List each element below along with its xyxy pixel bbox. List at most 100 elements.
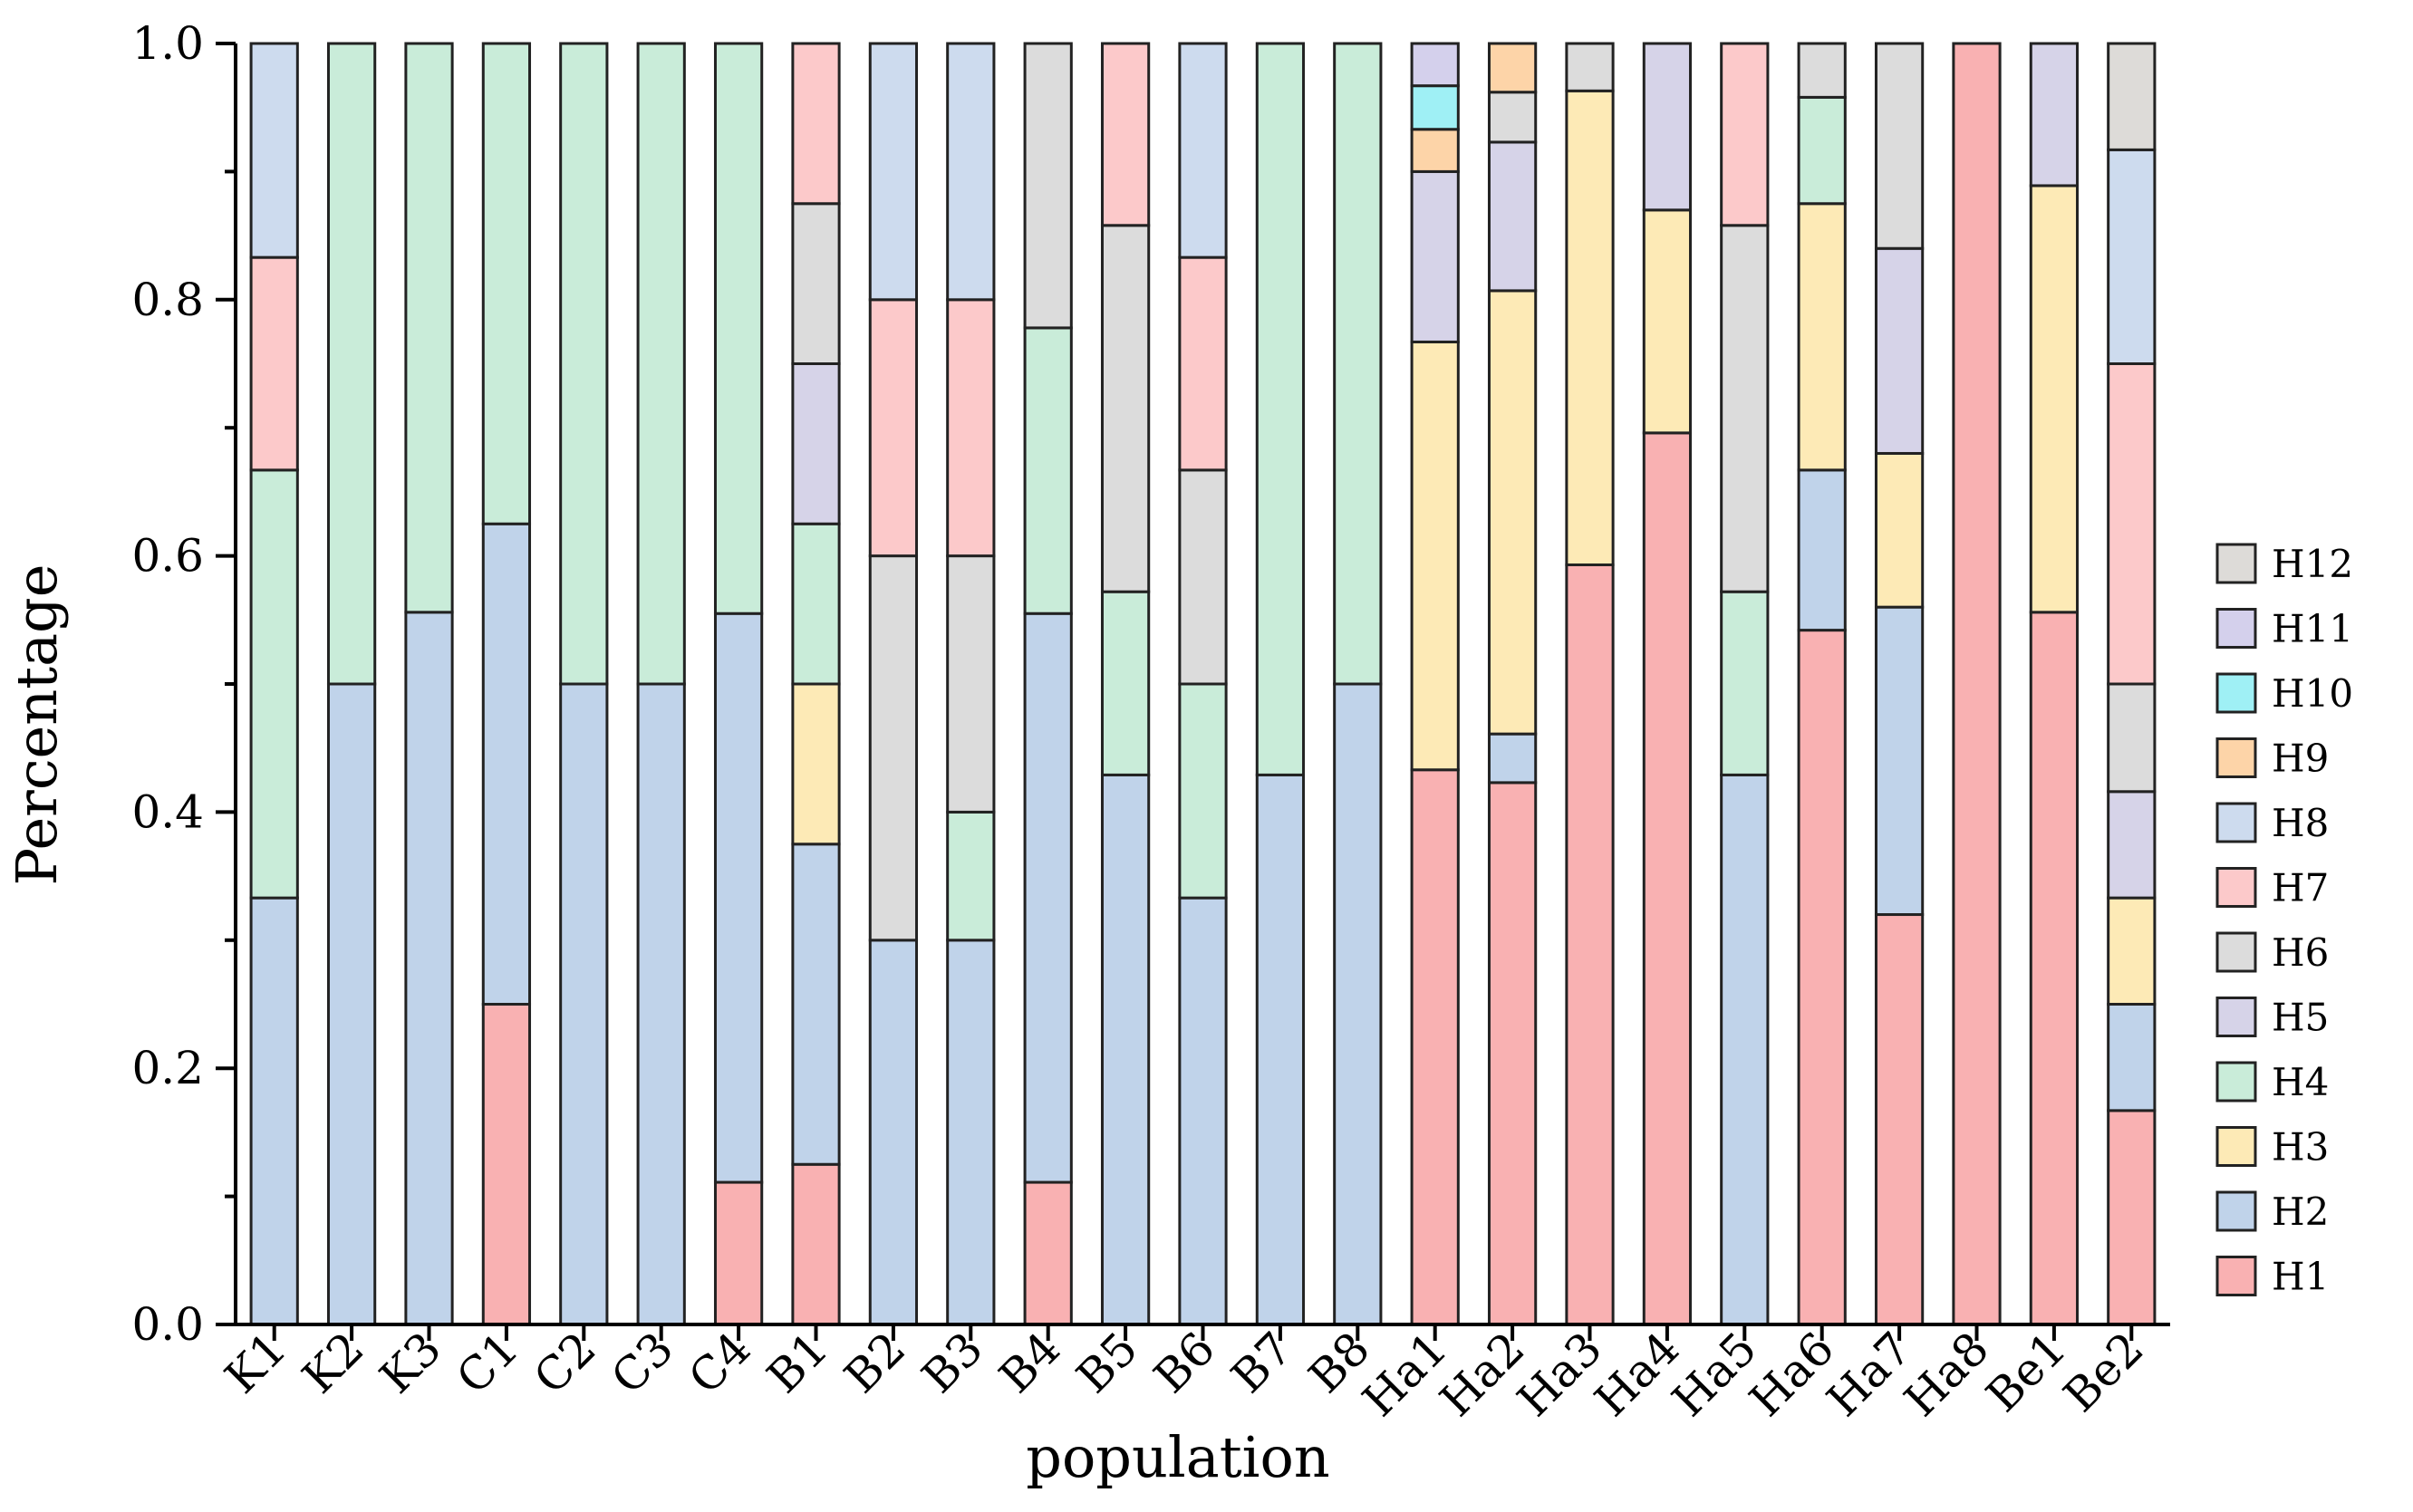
bar-segment-B3-H7: [946, 298, 996, 558]
bar-segment-B3-H8: [946, 42, 996, 302]
x-tick-label-K3: K3: [370, 1322, 451, 1403]
bar-segment-B2-H2: [868, 939, 919, 1326]
bar-segment-Ha8-H1: [1952, 42, 2002, 1326]
x-tick-label-K1: K1: [215, 1322, 296, 1403]
legend-label-H3: H3: [2272, 1125, 2329, 1170]
bar-segment-Ha7-H3: [1874, 451, 1925, 609]
bar-segment-B6-H7: [1178, 255, 1228, 472]
bar-segment-B1-H4: [791, 522, 841, 686]
bar-segment-B4-H6: [1023, 42, 1073, 330]
bar-segment-K2-H2: [326, 682, 377, 1326]
x-tick-label-C3: C3: [602, 1322, 684, 1404]
bar-segment-B5-H4: [1100, 590, 1151, 776]
y-tick-label: 0.4: [131, 785, 204, 838]
bar-segment-Be2-H1: [2107, 1109, 2157, 1326]
bar-segment-B4-H2: [1023, 612, 1073, 1184]
bar-segment-Ha6-H1: [1797, 629, 1847, 1326]
x-tick-label-C2: C2: [524, 1322, 606, 1404]
y-tick-label: 1.0: [131, 17, 204, 70]
bar-segment-B5-H2: [1100, 773, 1151, 1326]
legend-swatch-H10: [2215, 672, 2257, 714]
y-axis-title: Percentage: [4, 564, 70, 886]
bar-segment-B4-H4: [1023, 326, 1073, 615]
x-tick-label-Ha2: Ha2: [1430, 1322, 1534, 1426]
x-tick-label-B4: B4: [989, 1322, 1070, 1402]
x-tick-label-Be1: Be1: [1976, 1322, 2076, 1421]
bar-segment-C1-H2: [481, 522, 532, 1006]
legend-label-H7: H7: [2272, 866, 2329, 910]
bar-segment-Ha2-H6: [1487, 91, 1538, 144]
legend-swatch-H12: [2215, 543, 2257, 584]
bar-segment-K1-H4: [249, 468, 299, 900]
bar-segment-Ha6-H4: [1797, 95, 1847, 206]
bar-segment-Ha4-H1: [1642, 431, 1693, 1326]
bars-layer: [249, 42, 2157, 1326]
legend-label-H10: H10: [2272, 671, 2353, 716]
legend-swatch-H11: [2215, 608, 2257, 649]
bar-segment-C1-H4: [481, 42, 532, 525]
bar-segment-B2-H6: [868, 554, 919, 942]
y-tick-label: 0.8: [131, 274, 204, 326]
legend-label-H4: H4: [2272, 1060, 2329, 1104]
bar-segment-Ha3-H6: [1565, 42, 1615, 92]
bar-segment-Ha6-H2: [1797, 468, 1847, 632]
bar-segment-Ha1-H1: [1410, 768, 1460, 1326]
bar-segment-Ha7-H1: [1874, 913, 1925, 1326]
legend-label-H8: H8: [2272, 801, 2329, 845]
bar-segment-Ha1-H10: [1410, 84, 1460, 131]
bar-segment-B2-H7: [868, 298, 919, 558]
x-tick-label-B5: B5: [1067, 1322, 1147, 1402]
bar-segment-B1-H3: [791, 682, 841, 846]
bar-segment-Ha1-H3: [1410, 340, 1460, 772]
legend-swatch-H8: [2215, 802, 2257, 843]
bar-segment-Ha6-H3: [1797, 202, 1847, 472]
bar-segment-B8-H4: [1333, 42, 1383, 686]
x-tick-label-Ha7: Ha7: [1817, 1322, 1921, 1426]
bar-segment-B1-H5: [791, 362, 841, 525]
x-tick-label-Be2: Be2: [2053, 1322, 2153, 1421]
x-tick-label-Ha4: Ha4: [1585, 1322, 1689, 1426]
x-axis-title: population: [1026, 1424, 1329, 1490]
x-tick-label-Ha3: Ha3: [1508, 1322, 1612, 1426]
bar-segment-Be2-H8: [2107, 148, 2157, 365]
bar-segment-K3-H4: [404, 42, 454, 614]
bar-segment-Be1-H1: [2029, 611, 2080, 1326]
bar-segment-C3-H4: [636, 42, 686, 686]
bar-segment-Ha4-H5: [1642, 42, 1693, 212]
bar-segment-B1-H1: [791, 1162, 841, 1326]
bar-segment-Ha5-H6: [1720, 224, 1770, 593]
x-tick-label-K2: K2: [293, 1322, 374, 1403]
legend-swatch-H7: [2215, 867, 2257, 908]
bar-segment-K1-H2: [249, 896, 299, 1326]
bar-segment-B3-H2: [946, 939, 996, 1326]
bar-segment-Ha6-H6: [1797, 42, 1847, 99]
bar-segment-Ha7-H6: [1874, 42, 1925, 250]
legend-swatch-H4: [2215, 1061, 2257, 1103]
legend-label-H2: H2: [2272, 1189, 2329, 1234]
x-tick-label-Ha8: Ha8: [1895, 1322, 1999, 1426]
legend-label-H1: H1: [2272, 1255, 2329, 1299]
x-tick-label-B6: B6: [1144, 1322, 1224, 1402]
bar-segment-B8-H2: [1333, 682, 1383, 1326]
x-tick-label-B7: B7: [1221, 1322, 1302, 1402]
x-tick-label-Ha1: Ha1: [1353, 1322, 1457, 1426]
bar-segment-B1-H6: [791, 202, 841, 365]
bar-segment-Ha3-H1: [1565, 563, 1615, 1326]
bar-segment-K3-H2: [404, 611, 454, 1326]
x-tick-label-B2: B2: [835, 1322, 915, 1402]
legend-swatch-H9: [2215, 737, 2257, 778]
legend-label-H11: H11: [2272, 607, 2353, 651]
legend-label-H5: H5: [2272, 996, 2329, 1040]
bar-segment-B6-H6: [1178, 468, 1228, 686]
bar-segment-B5-H7: [1100, 42, 1151, 227]
bar-segment-B6-H8: [1178, 42, 1228, 259]
legend-swatch-H5: [2215, 997, 2257, 1037]
y-tick-label: 0.2: [131, 1042, 204, 1094]
bar-segment-Be2-H12: [2107, 42, 2157, 151]
bar-segment-Ha2-H5: [1487, 140, 1538, 293]
bar-segment-K2-H4: [326, 42, 377, 686]
bar-segment-Ha4-H3: [1642, 208, 1693, 435]
bar-segment-B6-H4: [1178, 682, 1228, 900]
bar-segment-C4-H4: [713, 42, 764, 615]
